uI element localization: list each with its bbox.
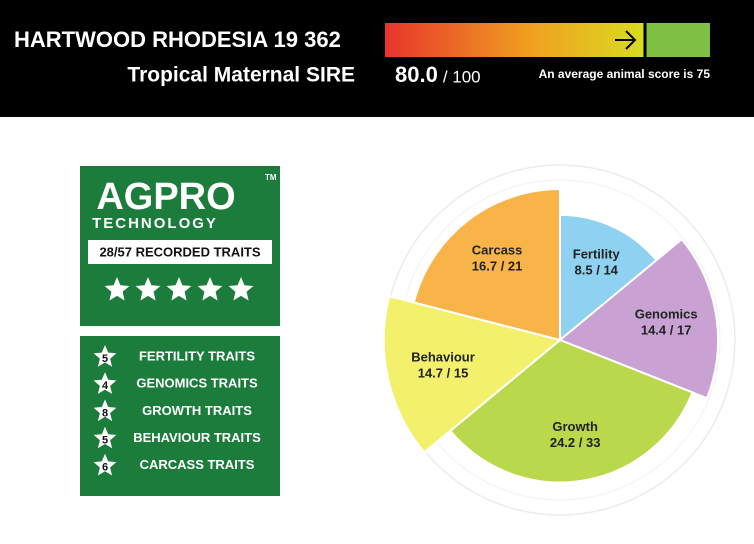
score-max: / 100	[443, 67, 481, 86]
trait-label: CARCASS TRAITS	[140, 457, 255, 472]
sector-label: Behaviour	[411, 350, 475, 365]
recorded-traits: 28/57 RECORDED TRAITS	[99, 244, 260, 259]
sector	[412, 188, 561, 342]
sector-value: 24.2 / 33	[550, 435, 601, 450]
score-fill-right	[645, 23, 710, 57]
logo: AGPRO	[96, 176, 235, 218]
sector-value: 16.7 / 21	[472, 258, 523, 273]
trait-count: 8	[102, 407, 108, 419]
rating-star	[104, 277, 130, 301]
trait-count: 6	[102, 462, 108, 474]
trait-count: 5	[102, 353, 108, 365]
animal-name: HARTWOOD RHODESIA 19 362	[14, 27, 341, 52]
subtitle: Tropical Maternal SIRE	[127, 64, 355, 87]
recorded-box	[88, 240, 272, 264]
sector-label: Carcass	[472, 242, 523, 257]
sector-value: 14.7 / 15	[418, 366, 469, 381]
trait-star	[93, 453, 117, 476]
average-note: An average animal score is 75	[539, 67, 711, 81]
sector	[558, 237, 720, 400]
sector-value: 14.4 / 17	[641, 323, 692, 338]
trademark: TM	[265, 173, 277, 182]
rating-star	[166, 277, 192, 301]
score-arrow	[615, 30, 637, 50]
trait-star	[93, 399, 117, 422]
trait-label: BEHAVIOUR TRAITS	[133, 430, 261, 445]
sector	[448, 338, 694, 484]
trait-star	[93, 372, 117, 394]
trait-count: 5	[102, 435, 108, 447]
sector-label: Genomics	[635, 307, 698, 322]
sector-label: Fertility	[573, 246, 621, 261]
score-value: 80.0	[395, 62, 438, 87]
sector	[382, 294, 563, 454]
logo-sub: TECHNOLOGY	[92, 215, 218, 232]
trait-label: FERTILITY TRAITS	[139, 348, 255, 363]
rating-star	[228, 277, 254, 301]
trait-star	[93, 345, 117, 367]
trait-label: GROWTH TRAITS	[142, 403, 252, 418]
trait-count: 4	[102, 380, 109, 392]
trait-label: GENOMICS TRAITS	[136, 376, 258, 391]
rating-star	[197, 277, 223, 301]
rating-star	[135, 277, 161, 301]
sector-label: Growth	[552, 419, 598, 434]
sector	[559, 213, 658, 343]
trait-star	[93, 426, 117, 449]
traits-panel	[80, 336, 280, 496]
sector-value: 8.5 / 14	[575, 262, 619, 277]
header-bg	[0, 0, 754, 117]
